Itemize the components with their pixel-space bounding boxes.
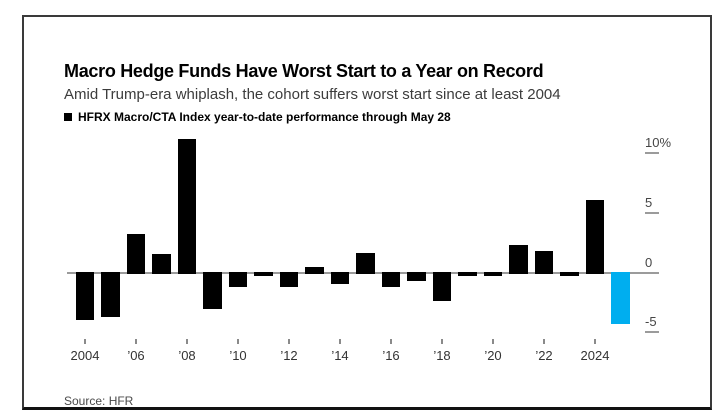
bar-2023 [560, 271, 579, 277]
x-tick-label: ’08 [178, 348, 196, 363]
x-tick-label: ’18 [433, 348, 451, 363]
bar-2011 [254, 271, 273, 277]
y-tick-dash [645, 152, 659, 155]
x-tick-dash [339, 339, 341, 344]
y-tick-label: 0 [645, 254, 653, 270]
bar-2015 [356, 252, 375, 274]
x-tick-label: ’22 [535, 348, 553, 363]
x-tick-dash [186, 339, 188, 344]
y-tick-label: 10% [645, 135, 672, 151]
x-tick-label: ’14 [331, 348, 349, 363]
x-tick-dash [135, 339, 137, 344]
bar-2007 [152, 253, 171, 274]
x-tick-dash [237, 339, 239, 344]
y-tick-dash [645, 331, 659, 334]
chart-subtitle: Amid Trump-era whiplash, the cohort suff… [64, 86, 561, 103]
x-tick-dash [390, 339, 392, 344]
bar-2004 [75, 271, 95, 321]
chart-title: Macro Hedge Funds Have Worst Start to a … [64, 61, 544, 81]
x-tick-label: ’10 [229, 348, 247, 363]
bar-2024 [585, 200, 605, 274]
bar-2014 [330, 271, 350, 285]
bar-2018 [432, 271, 452, 302]
bar-2016 [381, 271, 401, 287]
y-tick-dash [645, 212, 659, 215]
bar-chart: 10% 5 0 -5 2004 ’06 ’08 ’10 ’12 ’14 ’16 ’18 ’20 ’22 20… [64, 127, 678, 382]
bar-2013 [305, 266, 324, 274]
bar-2012 [279, 271, 299, 287]
x-tick-label: 2024 [580, 348, 610, 363]
bar-2009 [203, 271, 222, 310]
bar-2006 [126, 233, 146, 274]
x-tick-label: ’20 [484, 348, 502, 363]
y-tick-label: 5 [645, 195, 653, 211]
x-tick-dash [84, 339, 86, 344]
bar-2005 [101, 271, 120, 317]
x-tick-dash [594, 339, 596, 344]
x-tick-label: ’16 [382, 348, 400, 363]
x-tick-label: ’06 [127, 348, 145, 363]
chart-card: Macro Hedge Funds Have Worst Start to a … [22, 15, 712, 410]
x-tick-dash [492, 339, 494, 344]
legend-label: HFRX Macro/CTA Index year-to-date perfor… [78, 110, 451, 124]
x-tick-label: ’12 [280, 348, 298, 363]
bar-2017 [407, 271, 426, 281]
bar-2025 [611, 271, 630, 324]
legend: HFRX Macro/CTA Index year-to-date perfor… [64, 110, 451, 124]
x-tick-dash [288, 339, 290, 344]
bar-2022 [534, 251, 554, 274]
source-note: Source: HFR [64, 394, 134, 408]
bar-2019 [458, 271, 477, 277]
bar-2008 [177, 139, 197, 274]
legend-swatch-icon [64, 113, 72, 121]
bar-2020 [483, 271, 503, 277]
x-tick-label: 2004 [70, 348, 100, 363]
bar-2010 [228, 271, 248, 287]
y-tick-label: -5 [645, 314, 657, 330]
x-tick-dash [543, 339, 545, 344]
x-tick-dash [441, 339, 443, 344]
bar-2021 [509, 245, 528, 274]
